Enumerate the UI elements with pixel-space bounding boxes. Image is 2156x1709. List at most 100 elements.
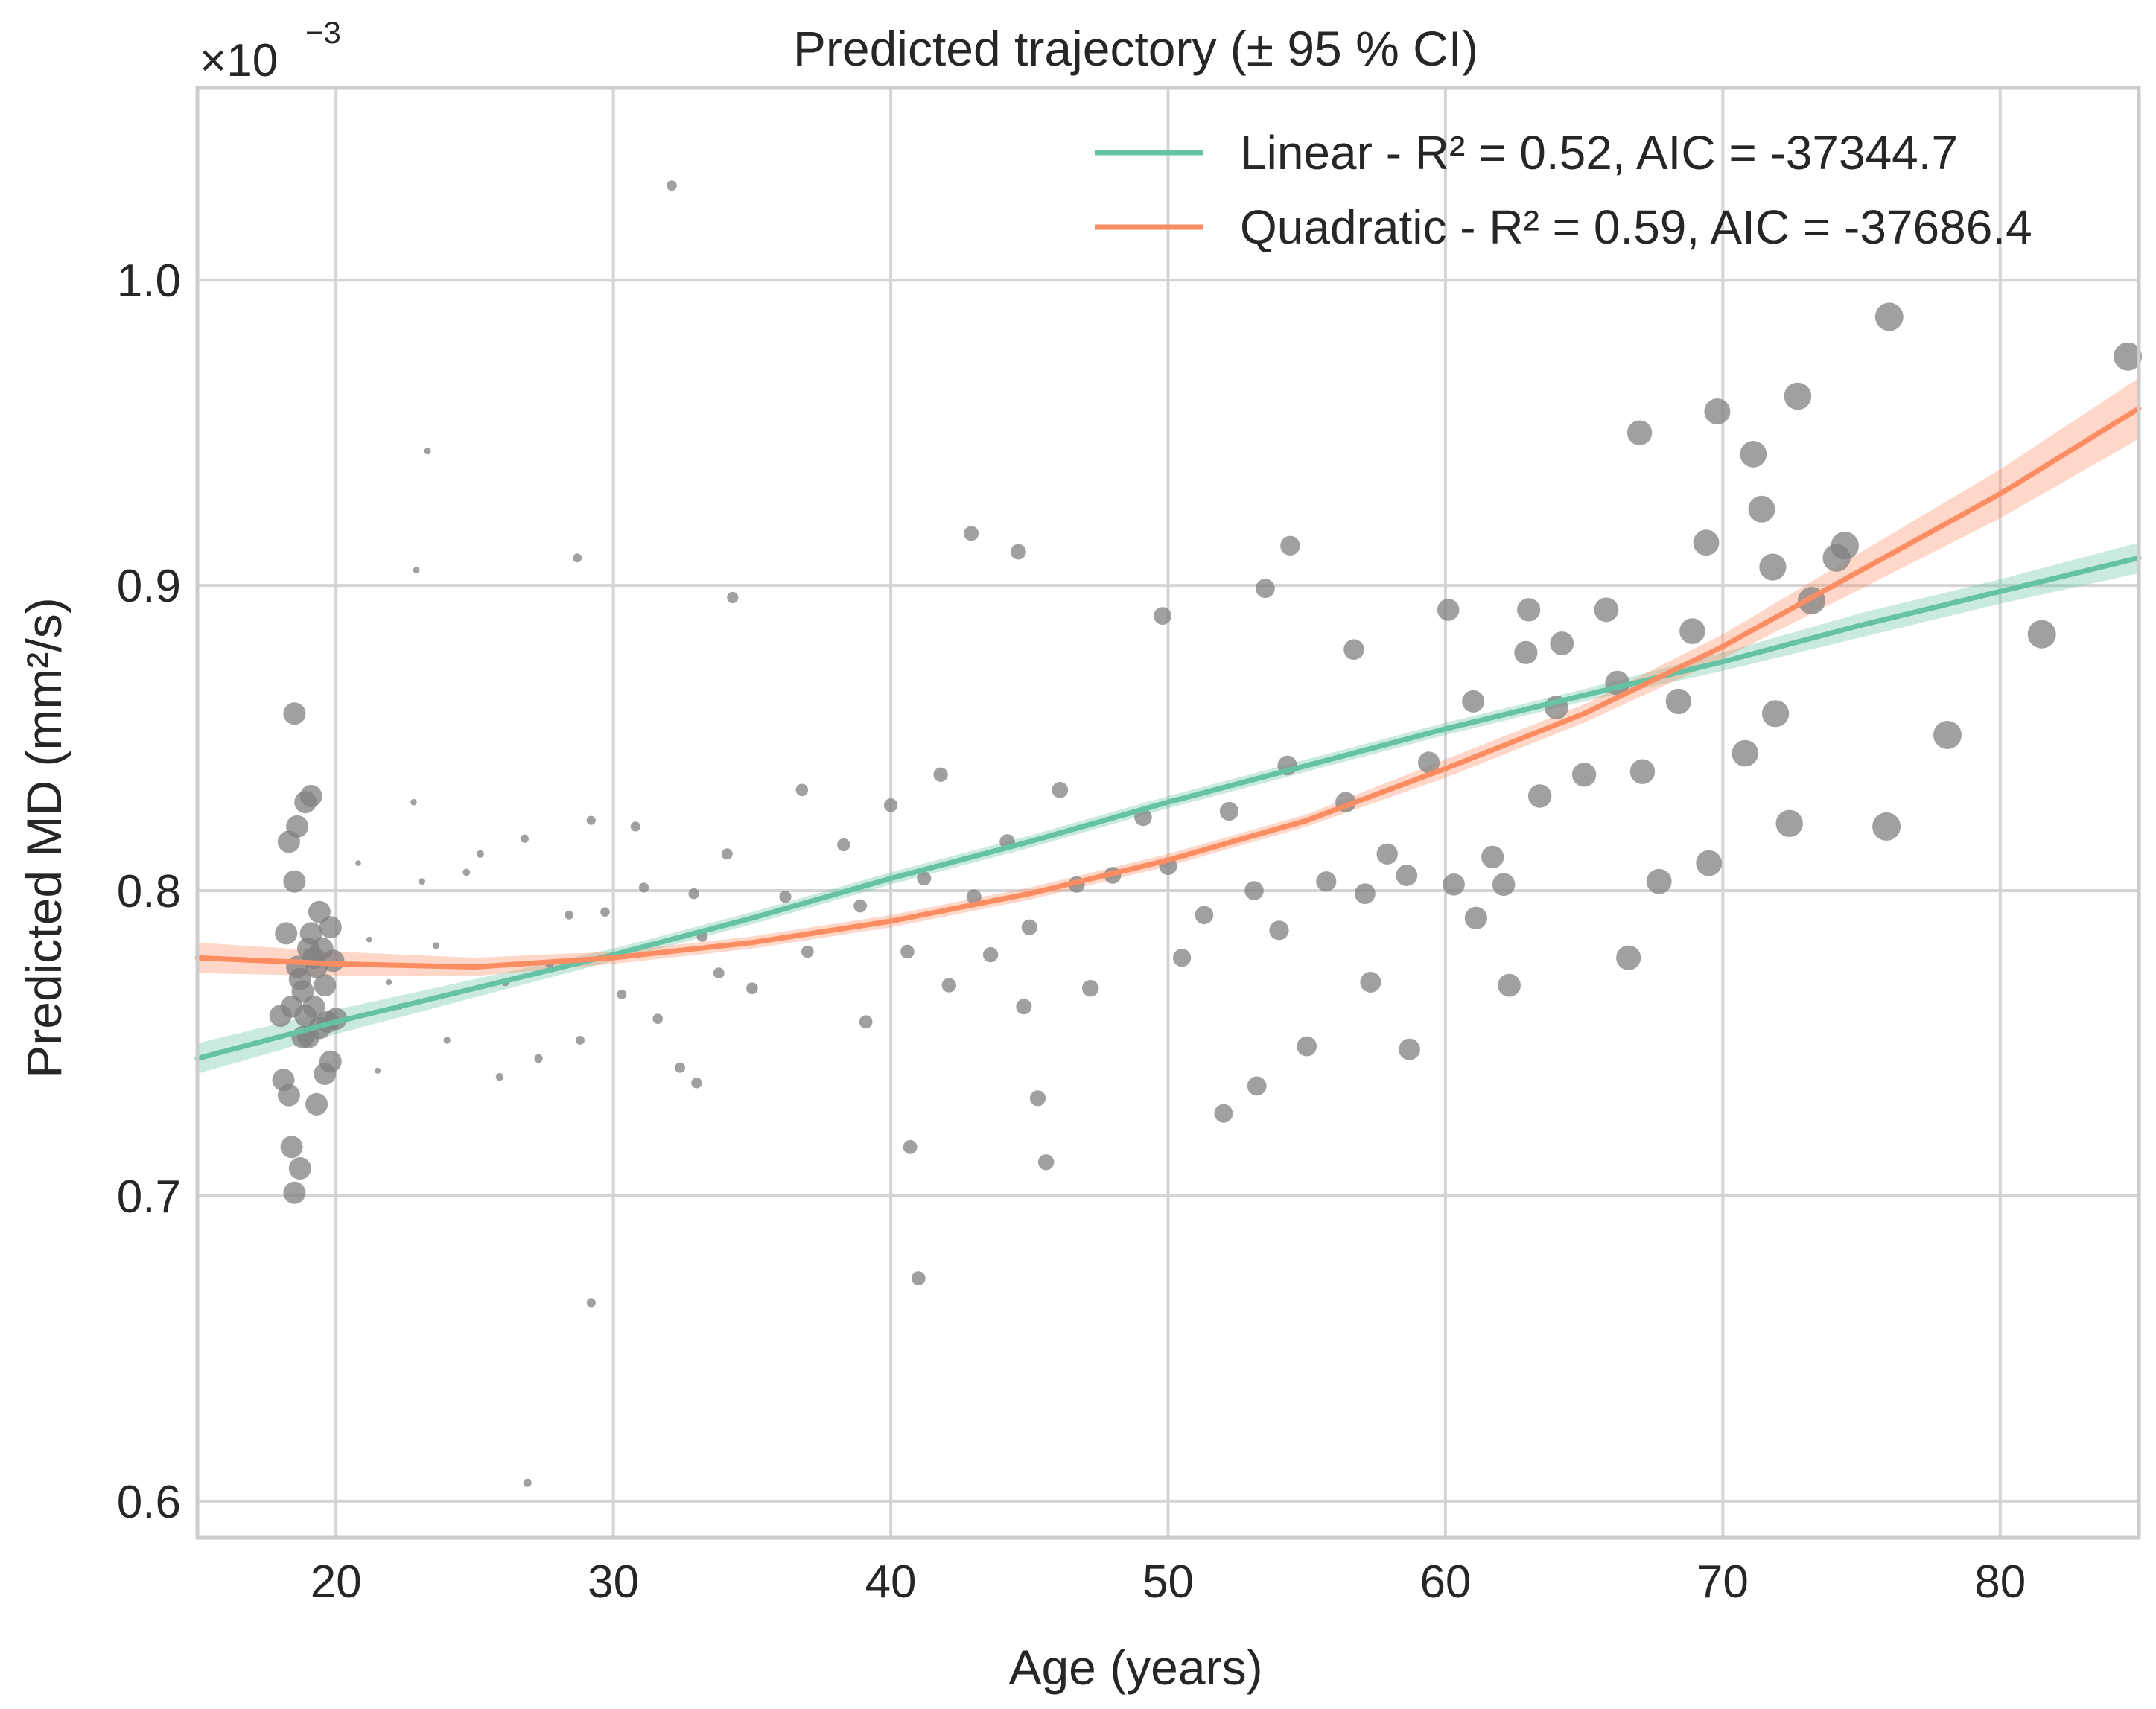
data-point bbox=[1256, 579, 1275, 599]
data-point bbox=[1693, 529, 1720, 556]
x-tick-label: 80 bbox=[1974, 1556, 2026, 1608]
data-point bbox=[853, 899, 867, 913]
data-point bbox=[1021, 919, 1037, 935]
data-point bbox=[419, 878, 426, 885]
y-tick-label: 0.8 bbox=[117, 866, 181, 917]
data-point bbox=[1396, 865, 1418, 886]
grid bbox=[197, 88, 2139, 1538]
x-tick-label: 30 bbox=[588, 1556, 639, 1608]
data-point bbox=[600, 907, 610, 917]
data-point bbox=[859, 1015, 873, 1029]
data-point bbox=[277, 1083, 300, 1107]
data-point bbox=[476, 850, 484, 858]
scatter-points bbox=[269, 180, 2143, 1487]
data-point bbox=[1514, 640, 1538, 664]
data-point bbox=[443, 1037, 451, 1044]
data-point bbox=[933, 767, 948, 783]
data-point bbox=[366, 936, 372, 943]
data-point bbox=[586, 1298, 596, 1308]
data-point bbox=[1016, 999, 1032, 1015]
data-point bbox=[779, 891, 792, 903]
data-point bbox=[1784, 382, 1812, 410]
data-point bbox=[917, 871, 932, 886]
x-tick-labels: 20 30 40 50 60 70 80 bbox=[311, 1556, 2026, 1608]
data-point bbox=[1343, 639, 1364, 660]
data-point bbox=[1214, 1104, 1233, 1123]
fit-lines bbox=[194, 405, 2142, 1061]
data-point bbox=[1498, 973, 1521, 997]
data-point bbox=[1626, 420, 1653, 445]
data-point bbox=[1154, 607, 1171, 625]
data-point bbox=[283, 702, 306, 725]
data-point bbox=[713, 967, 725, 979]
data-point bbox=[1462, 690, 1485, 713]
data-point bbox=[534, 1054, 543, 1063]
data-point bbox=[523, 1478, 532, 1487]
data-point bbox=[1247, 1076, 1267, 1096]
data-point bbox=[1355, 883, 1376, 904]
data-point bbox=[911, 1271, 926, 1285]
data-point bbox=[319, 1050, 342, 1073]
data-point bbox=[1874, 302, 1904, 331]
y-tick-labels: 0.6 0.7 0.8 0.9 1.0 bbox=[117, 255, 181, 1528]
data-point bbox=[691, 1078, 702, 1089]
data-point bbox=[1629, 759, 1656, 784]
data-point bbox=[1704, 398, 1731, 424]
data-point bbox=[1732, 739, 1758, 767]
data-point bbox=[283, 870, 306, 893]
data-point bbox=[1082, 980, 1099, 997]
data-point bbox=[1029, 1090, 1046, 1107]
data-point bbox=[586, 815, 596, 825]
data-point bbox=[286, 815, 309, 838]
data-point bbox=[795, 783, 809, 797]
data-point bbox=[1492, 873, 1516, 897]
data-point bbox=[565, 910, 573, 920]
data-point bbox=[495, 1072, 504, 1081]
data-point bbox=[432, 942, 439, 949]
data-point bbox=[1011, 544, 1026, 560]
y-tick-label: 1.0 bbox=[117, 255, 181, 307]
data-point bbox=[1244, 881, 1264, 900]
y-axis-label: Predicted MD (mm²/s) bbox=[16, 597, 71, 1078]
legend: Linear - R² = 0.52, AIC = -37344.7 Quadra… bbox=[1095, 126, 2032, 254]
data-point bbox=[1831, 532, 1859, 560]
data-point bbox=[746, 982, 758, 994]
quadratic-ci-band bbox=[197, 378, 2139, 976]
data-point bbox=[462, 868, 471, 876]
data-point bbox=[1594, 597, 1619, 623]
data-point bbox=[837, 838, 850, 852]
data-point bbox=[964, 526, 979, 541]
data-point bbox=[1052, 781, 1069, 798]
data-point bbox=[1679, 618, 1705, 644]
data-point bbox=[688, 888, 699, 900]
data-point bbox=[675, 1062, 685, 1073]
x-axis-label: Age (years) bbox=[1008, 1640, 1262, 1695]
x-tick-label: 70 bbox=[1697, 1556, 1749, 1608]
data-point bbox=[1269, 920, 1289, 941]
data-point bbox=[966, 889, 982, 905]
data-point bbox=[1759, 553, 1787, 581]
data-point bbox=[288, 1157, 311, 1180]
y-offset-exponent: −3 bbox=[305, 15, 341, 50]
data-point bbox=[1696, 850, 1723, 876]
data-point bbox=[1173, 949, 1192, 967]
data-point bbox=[1399, 1038, 1420, 1060]
data-point bbox=[1443, 873, 1465, 896]
data-point bbox=[1748, 495, 1775, 523]
data-point bbox=[314, 974, 337, 997]
data-point bbox=[617, 990, 627, 999]
data-point bbox=[1933, 721, 1962, 749]
data-point bbox=[1437, 599, 1460, 621]
data-point bbox=[903, 1139, 918, 1154]
x-tick-label: 40 bbox=[865, 1556, 917, 1608]
data-point bbox=[1481, 845, 1504, 869]
chart-title: Predicted trajectory (± 95 % CI) bbox=[793, 21, 1478, 76]
data-point bbox=[375, 1067, 381, 1074]
data-point bbox=[1740, 441, 1767, 468]
data-point bbox=[1550, 631, 1574, 655]
data-point bbox=[1360, 972, 1381, 993]
data-point bbox=[305, 1092, 328, 1116]
data-point bbox=[413, 567, 420, 573]
